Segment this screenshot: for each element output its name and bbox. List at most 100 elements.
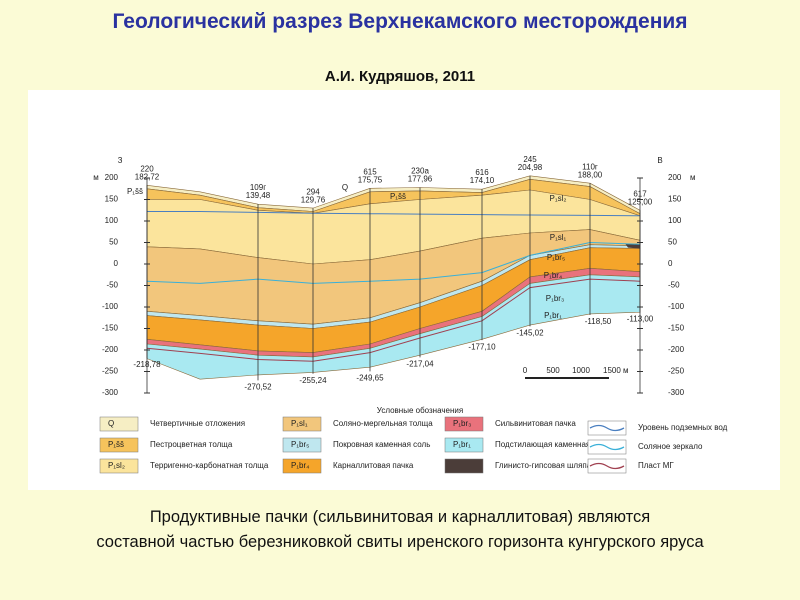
legend-title: Условные обозначения	[377, 406, 463, 415]
section-figure: З В м м Условные обозначения 200 150 100 50…	[28, 90, 780, 490]
legend-line-label: Пласт МГ	[638, 461, 674, 470]
scale-label: 1000	[572, 366, 590, 375]
legend-symbol: P₁br₃	[453, 419, 471, 428]
well-bottom: -218,78	[133, 360, 161, 369]
slide-title: Геологический разрез Верхнекамского мест…	[112, 10, 688, 33]
depth-tick-label: 100	[668, 216, 682, 225]
depth-tick-label: 200	[105, 173, 119, 182]
depth-tick-label: 100	[105, 216, 119, 225]
well-top: 174,10	[470, 176, 495, 185]
well-top: 139,48	[246, 191, 271, 200]
legend-symbol: P₁br₅	[291, 440, 309, 449]
well-bottom: -249,65	[356, 373, 384, 382]
depth-tick-label: -250	[668, 367, 685, 376]
legend-swatch	[444, 437, 484, 453]
gypsum-cap	[625, 243, 640, 249]
legend-symbol: P₁br₁	[453, 440, 471, 449]
well-name: 109г	[250, 183, 266, 192]
layer-label: P₁šš	[127, 187, 143, 196]
well-bottom: -145,02	[516, 328, 544, 337]
legend-swatch	[282, 416, 322, 432]
well-bottom: -255,24	[299, 376, 327, 385]
well-name: 245	[523, 155, 537, 164]
depth-tick-label: 150	[668, 195, 682, 204]
well-bottom: -177,10	[468, 342, 496, 351]
well-bottom: -118,50	[585, 317, 612, 326]
well-top: 177,96	[408, 175, 433, 184]
legend-label: Карналлитовая пачка	[333, 461, 414, 470]
legend-swatch	[99, 416, 139, 432]
well-top: 182,72	[135, 173, 160, 182]
legend-symbol: P₁šš	[108, 440, 124, 449]
layer-label: P₁šš	[390, 192, 406, 201]
legend-label: Сильвинитовая пачка	[495, 419, 576, 428]
depth-tick-label: -100	[668, 302, 685, 311]
scale-label: 0	[523, 366, 528, 375]
legend-label: Четвертичные отложения	[150, 419, 245, 428]
layer-label: P₁sl₂	[550, 194, 567, 203]
unit-right: м	[690, 173, 696, 182]
legend-line-label: Уровень подземных вод	[638, 423, 728, 432]
legend-label: Глинисто-гипсовая шляпа	[495, 461, 592, 470]
legend-swatch	[99, 437, 139, 453]
legend-symbol: P₁sl₂	[108, 461, 125, 470]
depth-tick-label: 200	[668, 173, 682, 182]
legend-label: Покровная каменная соль	[333, 440, 430, 449]
well-name: 110г	[582, 162, 598, 171]
legend-label: Пестроцветная толща	[150, 440, 233, 449]
legend-line	[589, 462, 625, 470]
well-top: 175,75	[358, 176, 383, 185]
layer-label: P₁br₄	[544, 271, 562, 280]
legend-swatch	[282, 437, 322, 453]
legend-line	[589, 443, 625, 451]
depth-tick-label: -50	[668, 281, 680, 290]
depth-tick-label: -150	[102, 324, 119, 333]
legend-label: Подстилающая каменная соль	[495, 440, 610, 449]
depth-tick-label: 150	[105, 195, 119, 204]
depth-tick-label: -50	[106, 281, 118, 290]
well-top: 125,00	[628, 197, 653, 206]
depth-tick-label: 50	[109, 238, 118, 247]
layer-label: P₁br₅	[547, 253, 565, 262]
well-top: 129,76	[301, 195, 326, 204]
legend-symbol: P₁br₄	[291, 461, 309, 470]
caption-line: Продуктивные пачки (сильвинитовая и карн…	[149, 508, 651, 526]
legend-symbol: P₁sl₁	[291, 419, 308, 428]
depth-tick-label: -300	[102, 388, 119, 397]
well-bottom: -217,04	[406, 359, 434, 368]
depth-tick-label: -200	[102, 345, 119, 354]
caption-line: составной частью березниковкой свиты ире…	[96, 533, 704, 551]
depth-tick-label: 50	[668, 238, 677, 247]
legend-swatch	[99, 458, 139, 474]
legend-swatch	[444, 416, 484, 432]
unit-left: м	[93, 173, 99, 182]
legend-line-label: Соляное зеркало	[638, 442, 703, 451]
well-name: 230а	[411, 167, 429, 176]
layer-label: P₁br₃	[546, 294, 564, 303]
groundwater-line	[147, 211, 641, 217]
depth-tick-label: -250	[102, 367, 119, 376]
east-label: В	[657, 156, 662, 165]
west-label: З	[118, 156, 123, 165]
depth-tick-label: -100	[102, 302, 119, 311]
depth-tick-label: -200	[668, 345, 685, 354]
scale-label: 1500 м	[603, 366, 629, 375]
scale-label: 500	[546, 366, 560, 375]
depth-tick-label: -300	[668, 388, 685, 397]
legend-swatch	[282, 458, 322, 474]
legend-line	[589, 424, 625, 432]
well-name: 294	[306, 187, 320, 196]
well-name: 616	[475, 168, 489, 177]
author: А.И. Кудряшов, 2011	[324, 68, 476, 85]
legend-swatch	[444, 458, 484, 474]
well-name: 617	[633, 189, 647, 198]
mg-line	[146, 278, 641, 362]
well-name: 615	[363, 168, 377, 177]
layer-label: P₁br₁	[544, 311, 562, 320]
well-bottom: -113,00	[627, 315, 654, 324]
salt-mirror-line	[146, 241, 641, 284]
legend-label: Терригенно-карбонатная толща	[150, 461, 269, 470]
well-top: 188,00	[578, 170, 603, 179]
well-bottom: -270,52	[244, 382, 272, 391]
